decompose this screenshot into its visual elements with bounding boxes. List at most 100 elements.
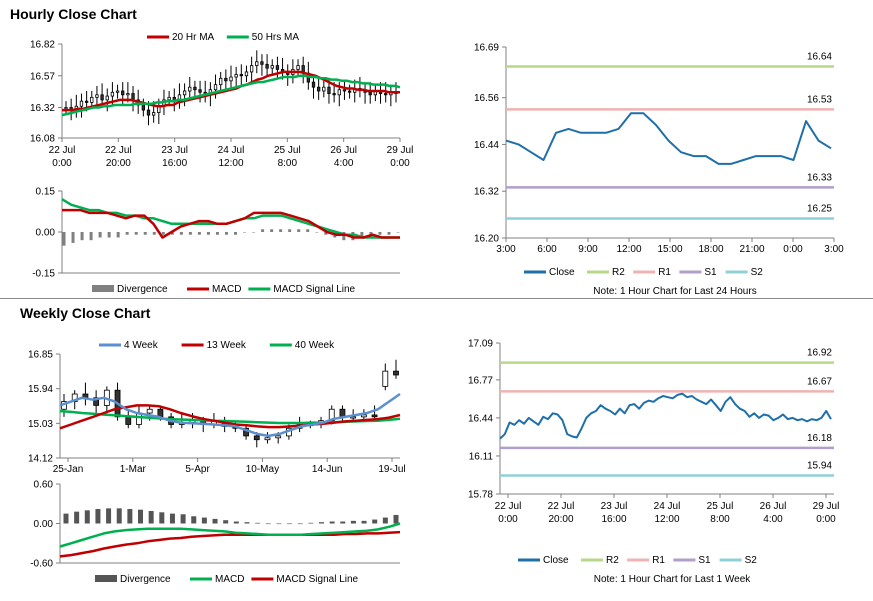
divergence-bar — [170, 232, 174, 235]
divergence-bar — [243, 232, 247, 233]
divergence-bar — [106, 508, 112, 524]
candle-body — [327, 86, 331, 94]
y-tick-label: 16.57 — [30, 71, 55, 82]
chart-note: Note: 1 Hour Chart for Last 24 Hours — [593, 286, 756, 297]
legend-label: R1 — [652, 555, 665, 566]
x-tick-label: 12:00 — [218, 158, 243, 169]
divergence-bar — [382, 517, 388, 524]
y-tick-label: 16.82 — [30, 40, 55, 51]
y-tick-label: 0.60 — [34, 480, 54, 491]
y-tick-label: 0.15 — [36, 187, 56, 198]
candle-body — [141, 104, 145, 111]
candle-body — [255, 61, 259, 66]
candle-body — [193, 86, 197, 91]
ma-4wk-line — [59, 392, 401, 438]
divergence-bar — [318, 522, 324, 524]
divergence-bar — [80, 232, 84, 241]
divergence-bar — [63, 513, 69, 524]
s1-level-label: 16.18 — [807, 433, 832, 444]
candle-body — [146, 408, 153, 414]
candle-body — [371, 414, 378, 418]
x-tick-label: 9:00 — [578, 244, 598, 255]
divergence-bar — [329, 521, 335, 524]
macd-signal-line — [59, 530, 401, 558]
divergence-bar — [89, 232, 93, 241]
y-tick-label: 16.32 — [474, 187, 499, 198]
divergence-bar — [223, 520, 229, 524]
divergence-bar — [180, 514, 186, 524]
legend-label: S2 — [745, 555, 758, 566]
divergence-bar — [252, 232, 256, 233]
x-tick-label: 5-Apr — [185, 464, 210, 475]
candle-body — [188, 86, 192, 92]
x-tick-label: 24 Jul — [218, 145, 245, 156]
divergence-bar — [188, 232, 192, 235]
candle-body — [95, 94, 99, 98]
divergence-bar — [74, 511, 80, 524]
divergence-bar — [306, 229, 310, 232]
divergence-bar — [179, 232, 183, 235]
candle-body — [167, 96, 171, 101]
x-tick-label: 14-Jun — [312, 464, 343, 475]
x-tick-label: 4:00 — [763, 514, 783, 525]
s2-level-label: 15.94 — [807, 461, 832, 472]
x-tick-label: 10-May — [246, 464, 279, 475]
r2-level-label: 16.92 — [807, 348, 832, 359]
x-tick-label: 12:00 — [616, 244, 641, 255]
divergence-bar — [116, 508, 122, 524]
divergence-bar — [159, 512, 165, 524]
candle-body — [384, 93, 388, 96]
candle-body — [224, 77, 228, 82]
legend-label: 20 Hr MA — [172, 32, 215, 43]
legend-label: Close — [543, 555, 569, 566]
y-tick-label: -0.60 — [30, 559, 53, 570]
x-tick-label: 26 Jul — [760, 501, 787, 512]
candle-body — [360, 414, 367, 418]
x-tick-label: 29 Jul — [387, 145, 414, 156]
divergence-bar — [125, 232, 129, 235]
legend-label: S1 — [698, 555, 711, 566]
divergence-bar — [324, 232, 328, 235]
candle-body — [249, 65, 254, 73]
r1-level-label: 16.67 — [807, 376, 832, 387]
y-tick-label: 16.08 — [30, 134, 55, 145]
candle-body — [270, 65, 274, 69]
candle-body — [393, 370, 399, 376]
legend-label: MACD — [215, 574, 244, 585]
x-tick-label: 22 Jul — [49, 145, 76, 156]
y-tick-label: 16.56 — [474, 93, 499, 104]
candle-body — [244, 71, 249, 77]
y-tick-label: 16.44 — [468, 413, 493, 424]
candle-body — [64, 107, 68, 110]
y-tick-label: 16.85 — [28, 350, 53, 361]
candle-body — [382, 370, 389, 387]
x-tick-label: 24 Jul — [654, 501, 681, 512]
y-tick-label: 16.77 — [468, 375, 493, 386]
divergence-bar — [224, 232, 228, 235]
x-tick-label: 8:00 — [278, 158, 298, 169]
y-tick-label: 16.11 — [469, 451, 494, 462]
close-line — [499, 392, 832, 440]
y-tick-label: 16.44 — [474, 140, 499, 151]
candle-body — [229, 76, 233, 82]
divergence-bar — [134, 232, 138, 235]
divergence-bar — [206, 232, 210, 235]
divergence-bar — [95, 509, 101, 524]
divergence-bar — [127, 509, 133, 524]
x-tick-label: 21:00 — [739, 244, 764, 255]
legend-label: Divergence — [117, 284, 168, 295]
y-tick-label: 17.09 — [468, 339, 493, 350]
legend-label: Divergence — [120, 574, 171, 585]
macd-line — [59, 522, 401, 548]
divergence-bar — [161, 232, 165, 235]
s1-level-label: 16.33 — [807, 172, 832, 183]
x-tick-label: 0:00 — [783, 244, 803, 255]
divergence-bar — [234, 232, 238, 235]
y-tick-label: 0.00 — [34, 519, 54, 530]
candle-body — [219, 77, 223, 86]
divergence-bar — [340, 521, 346, 524]
legend-label: R2 — [612, 267, 625, 278]
